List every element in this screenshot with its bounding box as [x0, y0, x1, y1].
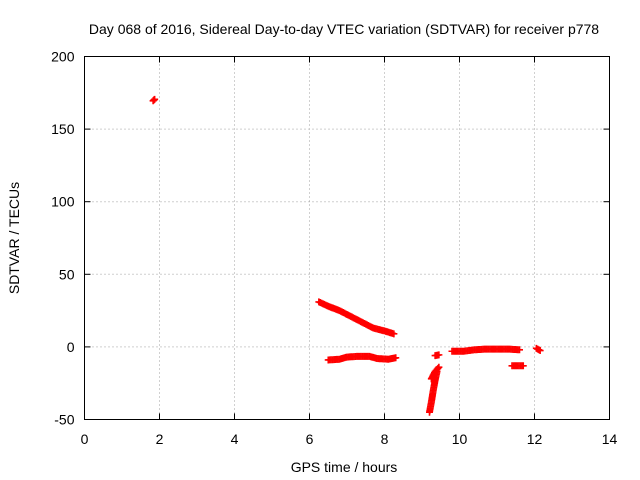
x-tick-labels: 0 2 4 6 8 10 12 14 — [81, 431, 618, 447]
y-tick-label: 150 — [51, 121, 75, 137]
data-point — [536, 347, 544, 355]
data-points — [149, 95, 544, 416]
x-tick-label: 14 — [602, 431, 618, 447]
data-point — [435, 351, 443, 359]
y-tick-label: 200 — [51, 49, 75, 65]
data-point — [151, 95, 159, 103]
plot-frame — [84, 56, 610, 420]
y-tick-label: 0 — [67, 339, 75, 355]
x-tick-label: 10 — [452, 431, 468, 447]
x-tick-label: 8 — [381, 431, 389, 447]
chart-title: Day 068 of 2016, Sidereal Day-to-day VTE… — [89, 21, 599, 37]
data-point — [435, 363, 443, 371]
x-tick-label: 0 — [81, 431, 89, 447]
data-point — [392, 354, 400, 362]
y-tick-labels: -50 0 50 100 150 200 — [51, 49, 75, 428]
x-tick-label: 4 — [231, 431, 239, 447]
data-point — [519, 362, 527, 370]
y-tick-label: 100 — [51, 194, 75, 210]
y-axis-label: SDTVAR / TECUs — [6, 182, 22, 294]
axis-ticks — [84, 56, 610, 420]
data-point — [516, 346, 523, 354]
grid-lines — [84, 56, 610, 420]
x-tick-label: 6 — [306, 431, 314, 447]
data-point — [390, 330, 398, 338]
x-tick-label: 12 — [527, 431, 543, 447]
x-axis-label: GPS time / hours — [291, 459, 398, 475]
y-tick-label: 50 — [59, 266, 75, 282]
data-point — [434, 364, 442, 372]
x-tick-label: 2 — [156, 431, 164, 447]
y-tick-label: -50 — [54, 412, 74, 428]
